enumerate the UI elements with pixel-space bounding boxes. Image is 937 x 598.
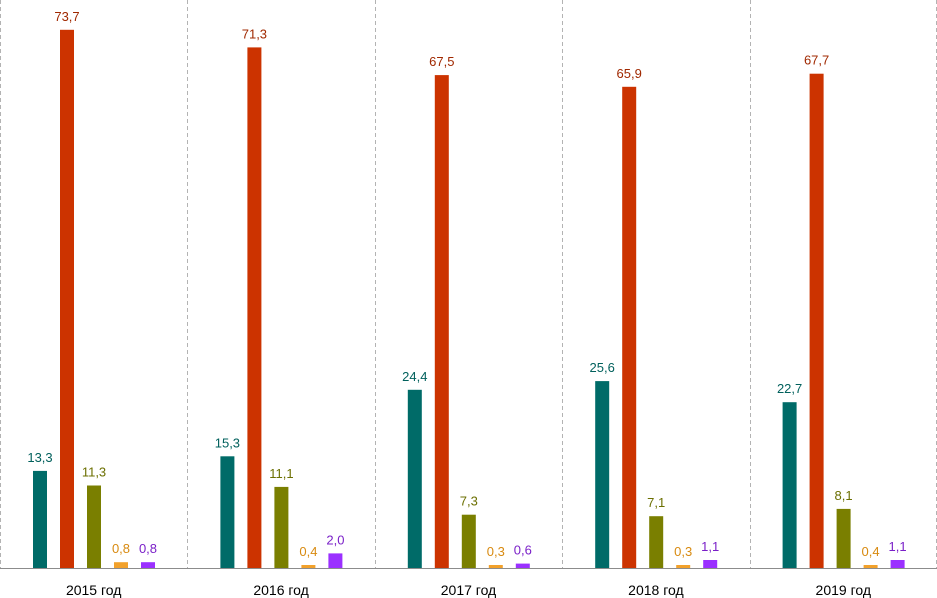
data-label: 67,5 bbox=[429, 54, 454, 69]
bar bbox=[274, 486, 289, 568]
data-label: 0,4 bbox=[862, 544, 880, 559]
category-label: 2017 год bbox=[441, 582, 496, 598]
data-label: 13,3 bbox=[27, 450, 52, 465]
bar bbox=[809, 73, 824, 568]
data-label: 67,7 bbox=[804, 53, 829, 68]
bar bbox=[703, 560, 718, 568]
category-label: 2018 год bbox=[628, 582, 683, 598]
bar bbox=[247, 47, 262, 568]
data-label: 24,4 bbox=[402, 369, 427, 384]
category-label: 2016 год bbox=[253, 582, 308, 598]
bar bbox=[836, 508, 851, 568]
bar bbox=[33, 470, 47, 568]
data-label: 2,0 bbox=[326, 532, 344, 547]
bar bbox=[328, 553, 343, 568]
bar bbox=[515, 563, 530, 568]
data-label: 0,8 bbox=[112, 541, 130, 556]
bar bbox=[434, 75, 449, 568]
category-label: 2019 год bbox=[816, 582, 871, 598]
data-label: 7,1 bbox=[647, 495, 665, 510]
bar bbox=[60, 29, 74, 569]
bar bbox=[114, 562, 128, 568]
data-label: 8,1 bbox=[835, 488, 853, 503]
data-label: 11,1 bbox=[269, 466, 293, 481]
data-label: 7,3 bbox=[460, 494, 478, 509]
bar bbox=[87, 485, 101, 568]
bars bbox=[33, 29, 905, 569]
bar bbox=[782, 402, 797, 568]
data-label: 11,3 bbox=[82, 465, 106, 480]
data-label: 1,1 bbox=[701, 539, 719, 554]
data-label: 15,3 bbox=[215, 435, 240, 450]
bar bbox=[622, 86, 637, 569]
data-label: 22,7 bbox=[777, 381, 802, 396]
data-label: 73,7 bbox=[54, 9, 79, 24]
bar bbox=[890, 560, 905, 568]
data-label: 0,3 bbox=[487, 544, 505, 559]
bar bbox=[676, 565, 691, 568]
bar bbox=[461, 514, 476, 568]
bar bbox=[488, 565, 503, 568]
category-labels: 2015 год 2016 год 2017 год 2018 год 2019 год bbox=[66, 582, 871, 598]
bar bbox=[220, 456, 235, 568]
bar bbox=[301, 565, 316, 568]
data-label: 0,4 bbox=[299, 544, 317, 559]
data-labels: 13,3 73,7 11,3 0,8 0,8 15,3 71,3 11,1 0,4 2,0 24,4… bbox=[27, 9, 906, 559]
data-label: 1,1 bbox=[889, 539, 907, 554]
data-label: 0,8 bbox=[139, 541, 157, 556]
bar bbox=[407, 389, 422, 568]
data-label: 71,3 bbox=[242, 26, 267, 41]
data-label: 25,6 bbox=[590, 360, 615, 375]
data-label: 0,3 bbox=[674, 544, 692, 559]
bar bbox=[863, 565, 878, 568]
category-label: 2015 год bbox=[66, 582, 121, 598]
bar bbox=[141, 562, 155, 568]
bar bbox=[649, 516, 664, 568]
data-label: 0,6 bbox=[514, 543, 532, 558]
data-label: 65,9 bbox=[617, 66, 642, 81]
bar bbox=[595, 381, 610, 568]
